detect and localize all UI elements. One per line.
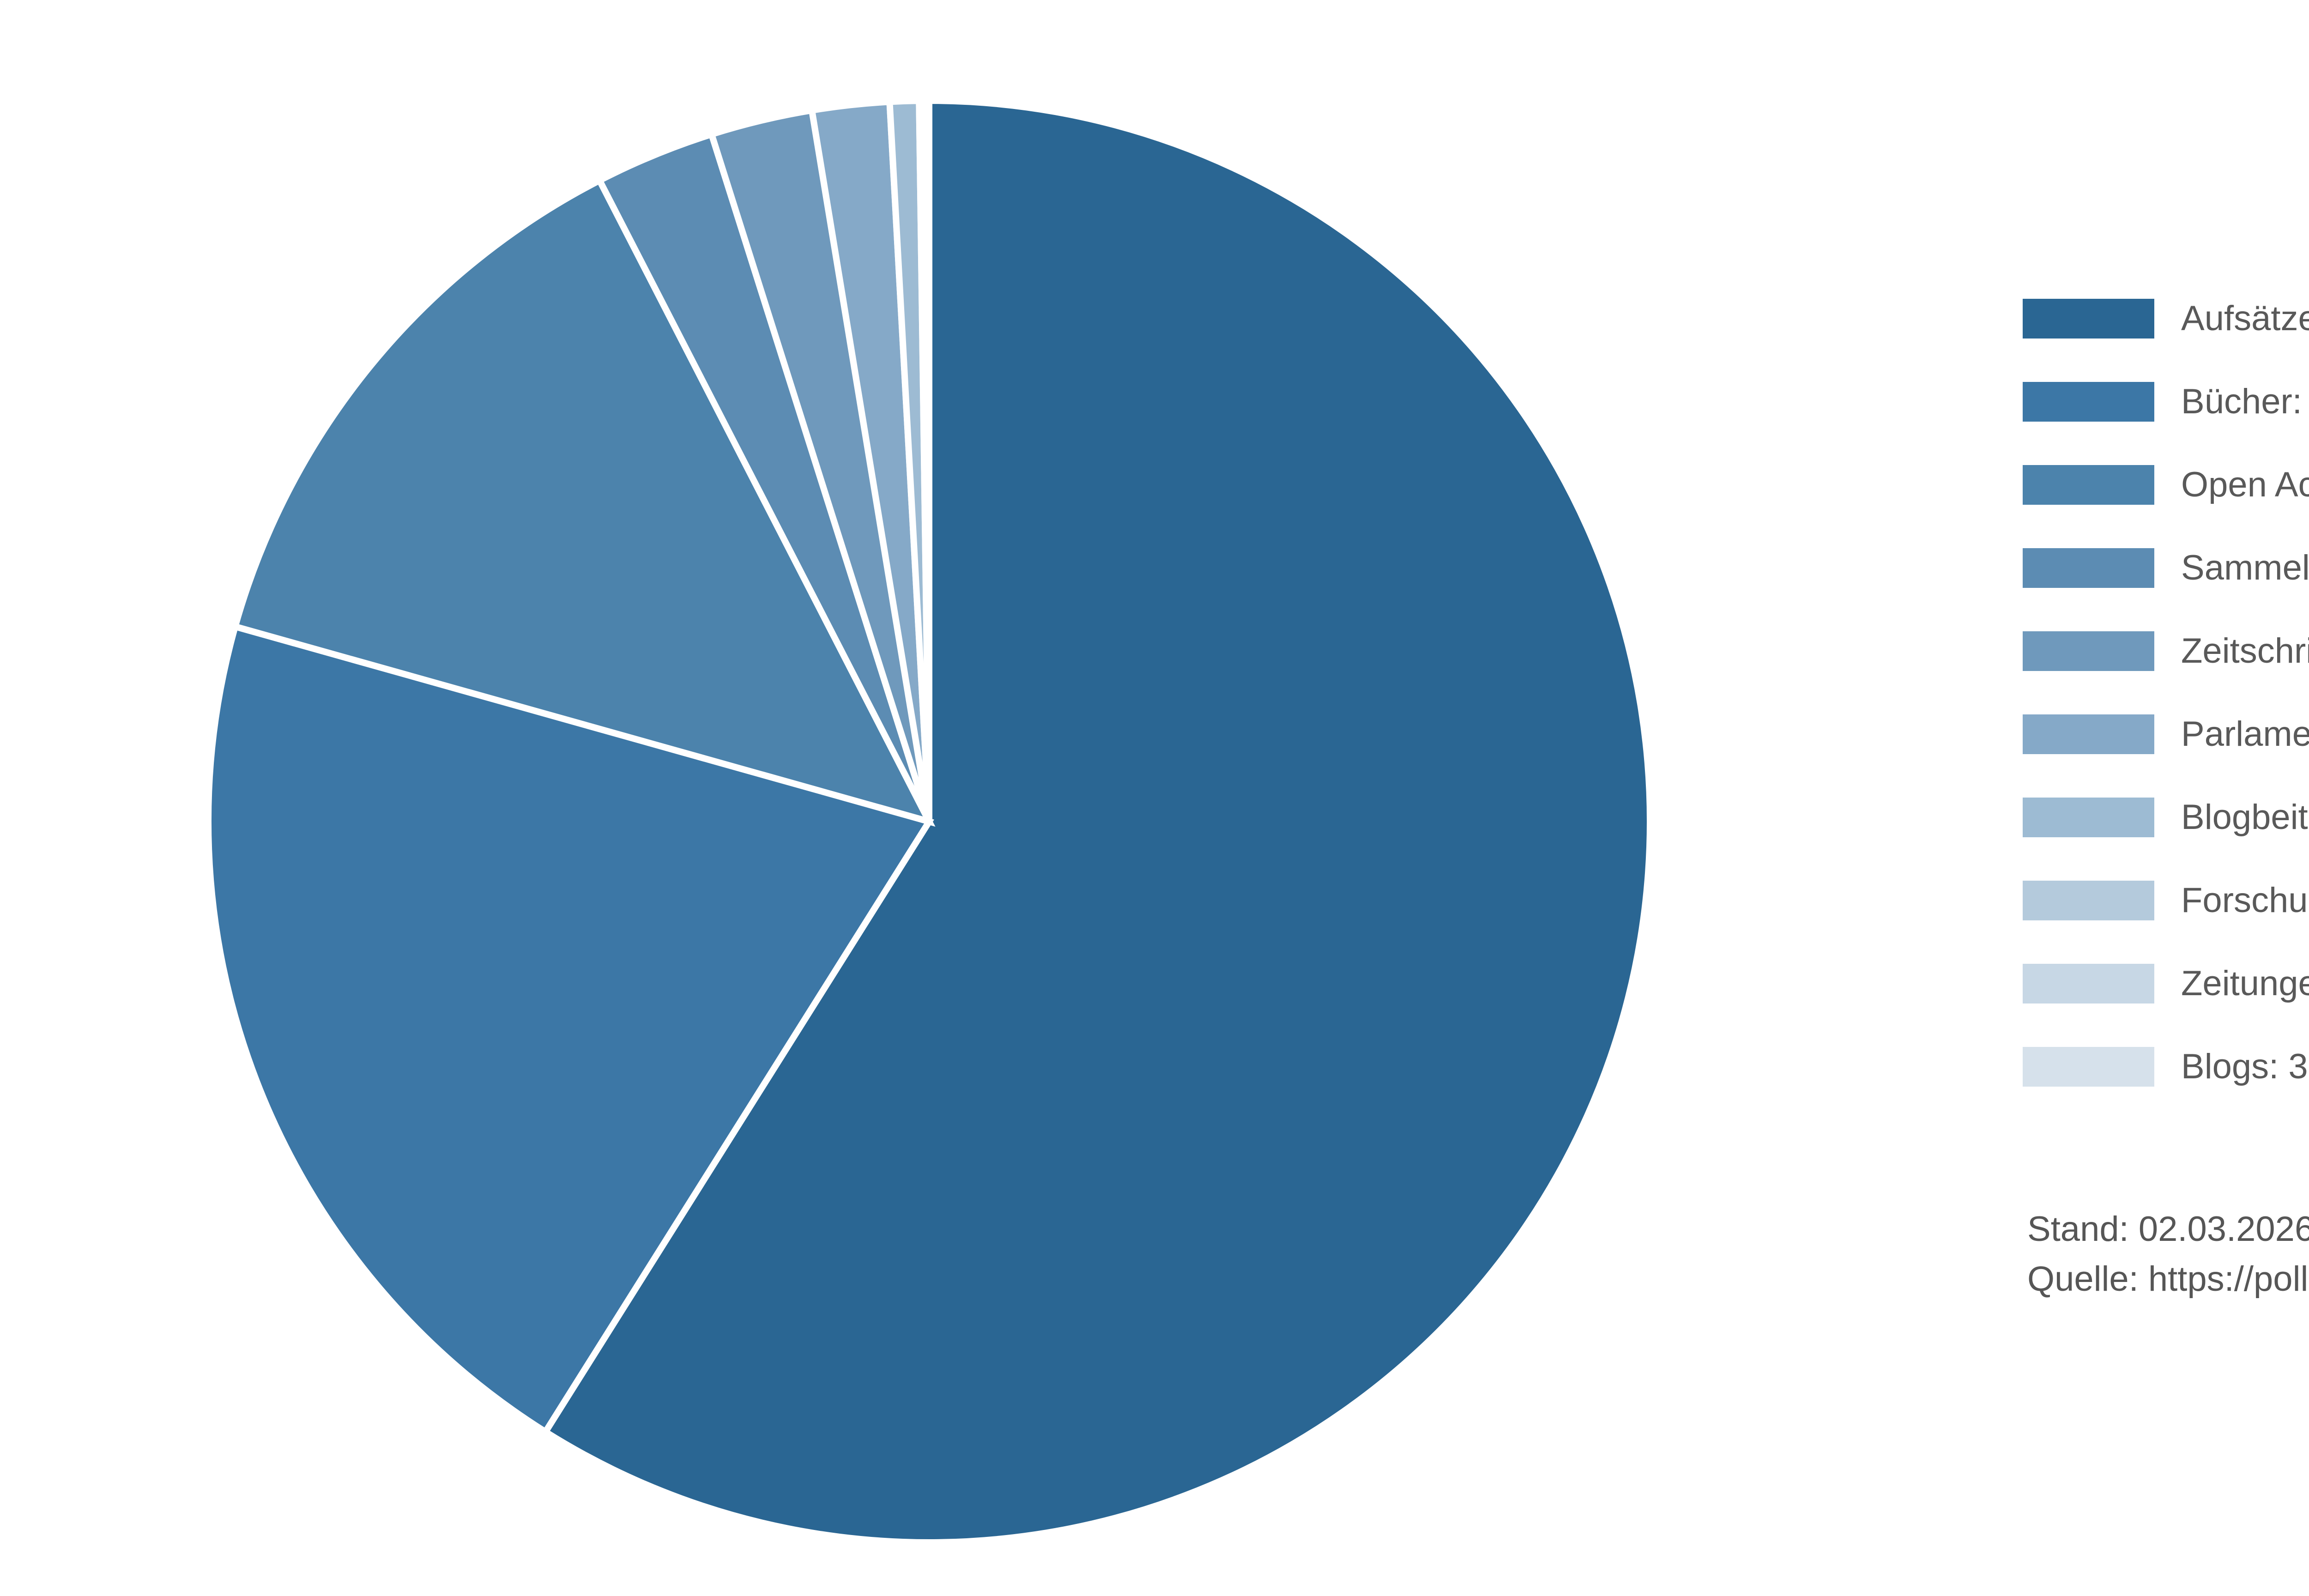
legend-swatch <box>2023 465 2154 505</box>
legend-label: Zeitungen: 14870 <box>2181 964 2309 1003</box>
legend-swatch <box>2023 964 2154 1004</box>
legend-swatch <box>2023 548 2154 588</box>
legend-label: Aufsätze: 8195439 <box>2181 299 2309 338</box>
legend-label: Blogbeiträge: 90639 <box>2181 798 2309 837</box>
legend-label: Sammelwerksbeiträge: 372371 <box>2181 548 2309 587</box>
legend-label: Zeitschriften: 316940 <box>2181 631 2309 671</box>
legend-label: Bücher: 2840646 <box>2181 382 2309 421</box>
legend-item[interactable]: Blogs: 392 <box>2023 1025 2309 1108</box>
legend-swatch <box>2023 382 2154 422</box>
pie-slice[interactable] <box>541 97 1653 1546</box>
legend-item[interactable]: Zeitungen: 14870 <box>2023 942 2309 1025</box>
footer-stand: Stand: 02.03.2026 <box>2027 1209 2309 1249</box>
legend-item[interactable]: Sammelwerksbeiträge: 372371 <box>2023 526 2309 610</box>
pie-chart-area <box>205 97 1653 1546</box>
legend-swatch <box>2023 1047 2154 1087</box>
legend-swatch <box>2023 714 2154 754</box>
pie-slice[interactable] <box>205 623 934 1437</box>
legend-item[interactable]: Bücher: 2840646 <box>2023 360 2309 443</box>
chart-footer: Stand: 02.03.2026 Quelle: https://pollux… <box>2027 1204 2309 1304</box>
footer-quelle: Quelle: https://pollux-fid.de/content <box>2027 1259 2309 1299</box>
legend-label: Forschungsdaten: 15556 <box>2181 881 2309 920</box>
legend-label: Blogs: 392 <box>2181 1047 2309 1086</box>
legend-swatch <box>2023 299 2154 339</box>
legend-item[interactable]: Open Access: 1819538 <box>2023 443 2309 526</box>
legend-swatch <box>2023 631 2154 671</box>
legend-swatch <box>2023 881 2154 920</box>
pie-slice[interactable] <box>231 176 936 827</box>
chart-legend: Aufsätze: 8195439 Bücher: 2840646 Open Acc… <box>2023 277 2309 1108</box>
pie-chart-svg <box>205 97 1653 1546</box>
legend-item[interactable]: Blogbeiträge: 90639 <box>2023 776 2309 859</box>
legend-swatch <box>2023 798 2154 837</box>
pie-slice-group <box>205 97 1653 1546</box>
legend-item[interactable]: Parlamentsreden: 240164 <box>2023 693 2309 776</box>
legend-item[interactable]: Zeitschriften: 316940 <box>2023 610 2309 693</box>
legend-label: Open Access: 1819538 <box>2181 465 2309 504</box>
legend-label: Parlamentsreden: 240164 <box>2181 714 2309 754</box>
legend-item[interactable]: Aufsätze: 8195439 <box>2023 277 2309 360</box>
legend-item[interactable]: Forschungsdaten: 15556 <box>2023 859 2309 942</box>
